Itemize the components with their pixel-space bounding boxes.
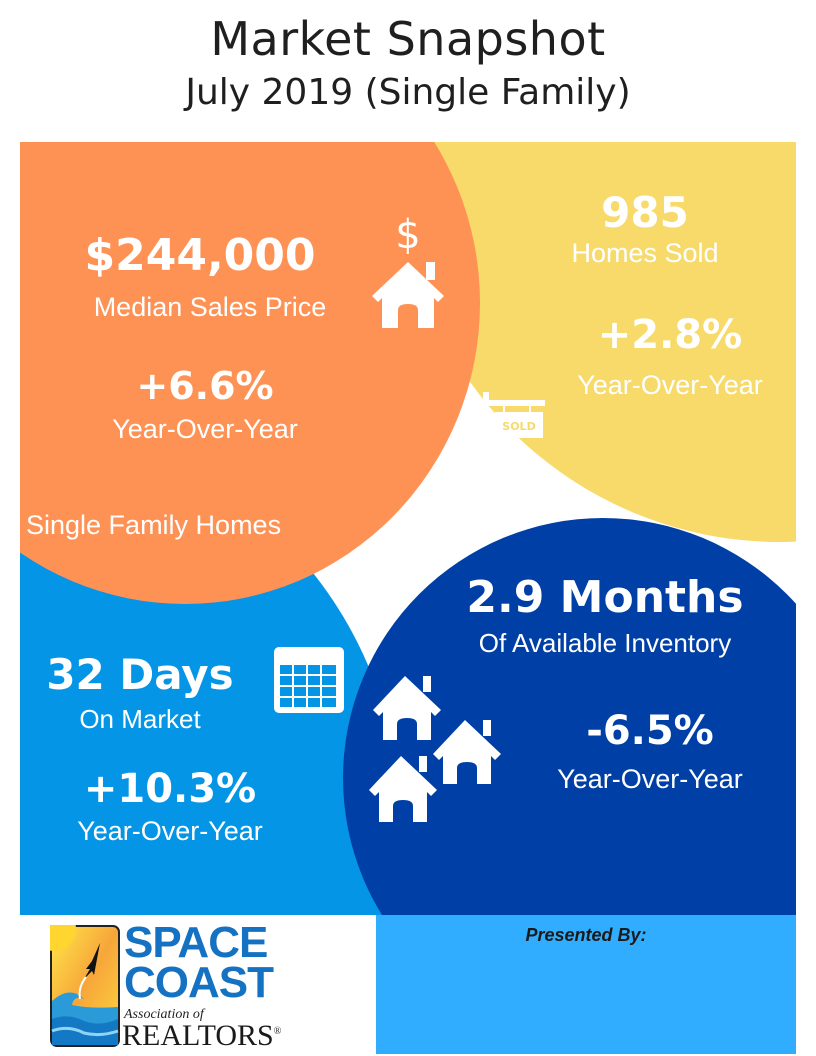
homes-sold-value: 985 bbox=[601, 188, 689, 237]
page-title: Market Snapshot bbox=[210, 12, 606, 66]
space-coast-realtors-logo: SPACE COAST Association of REALTORS® bbox=[20, 915, 376, 1056]
logo-registered: ® bbox=[273, 1026, 282, 1037]
logo-association: Association of bbox=[124, 1007, 204, 1022]
svg-text:$: $ bbox=[395, 212, 420, 258]
days-on-market-value: 32 Days bbox=[46, 650, 234, 699]
presented-by-box: Presented By: bbox=[376, 915, 796, 1054]
homes-sold-change: +2.8% bbox=[597, 312, 743, 358]
homes-sold-label: Homes Sold bbox=[571, 238, 719, 268]
homes-sold-change-label: Year-Over-Year bbox=[577, 370, 763, 400]
snapshot-panel: $244,000 Median Sales Price +6.6% Year-O… bbox=[20, 142, 796, 915]
inventory-change: -6.5% bbox=[586, 708, 714, 754]
category-label: Single Family Homes bbox=[26, 510, 282, 540]
median-price-change-label: Year-Over-Year bbox=[112, 414, 298, 444]
sold-sign-icon: SOLD bbox=[471, 392, 545, 462]
logo-emblem-icon bbox=[50, 925, 120, 1047]
houses-icon bbox=[369, 676, 501, 822]
inventory-value: 2.9 Months bbox=[466, 572, 744, 623]
logo-space: SPACE bbox=[124, 918, 268, 967]
inventory-change-label: Year-Over-Year bbox=[557, 764, 743, 794]
days-on-market-change: +10.3% bbox=[83, 766, 257, 812]
page-subtitle: July 2019 (Single Family) bbox=[185, 72, 631, 113]
house-dollar-icon: $ bbox=[372, 212, 444, 328]
calendar-icon bbox=[274, 647, 344, 713]
median-price-value: $244,000 bbox=[84, 230, 316, 281]
svg-text:SOLD: SOLD bbox=[502, 420, 535, 433]
days-on-market-label: On Market bbox=[79, 704, 201, 734]
logo-coast: COAST bbox=[124, 958, 274, 1007]
logo-realtors: REALTORS bbox=[122, 1019, 274, 1052]
median-price-label: Median Sales Price bbox=[93, 292, 327, 322]
median-price-change: +6.6% bbox=[136, 364, 274, 408]
inventory-label: Of Available Inventory bbox=[478, 628, 732, 658]
days-on-market-change-label: Year-Over-Year bbox=[77, 816, 263, 846]
presented-by-label: Presented By: bbox=[525, 925, 647, 945]
